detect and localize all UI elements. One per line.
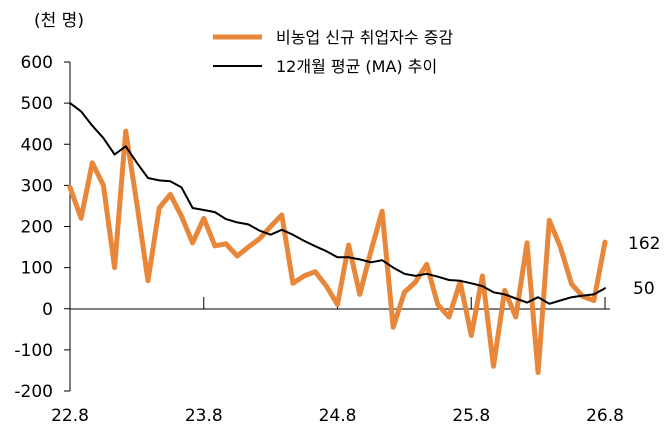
end-label-ma: 50	[633, 279, 655, 299]
y-tick-label: -100	[14, 341, 53, 361]
y-tick-label: 200	[21, 218, 53, 238]
y-axis: 600 500 400 300 200 100 0 -100 -200	[14, 53, 71, 402]
y-tick-label: 0	[42, 300, 53, 320]
x-tick-label: 25.8	[452, 406, 490, 426]
y-tick-label: 300	[21, 176, 53, 196]
y-tick-label: 400	[21, 135, 53, 155]
y-tick-label: 500	[21, 94, 53, 114]
x-axis: 22.8 23.8 24.8 25.8 26.8	[51, 297, 624, 426]
series-line-moving-average	[69, 102, 606, 305]
legend: 비농업 신규 취업자수 증감 12개월 평균 (MA) 추이	[213, 28, 453, 76]
legend-label-employment: 비농업 신규 취업자수 증감	[276, 28, 453, 47]
y-tick-label: -200	[14, 382, 53, 402]
series-line-employment-change	[67, 128, 608, 375]
y-tick-label: 600	[21, 53, 53, 73]
y-axis-unit-label: (천 명)	[34, 11, 84, 31]
x-tick-label: 26.8	[586, 406, 624, 426]
legend-label-ma: 12개월 평균 (MA) 추이	[276, 57, 437, 76]
y-tick-label: 100	[21, 259, 53, 279]
x-tick-label: 23.8	[185, 406, 223, 426]
x-tick-label: 22.8	[51, 406, 89, 426]
end-label-employment: 162	[628, 234, 660, 254]
x-tick-label: 24.8	[319, 406, 357, 426]
